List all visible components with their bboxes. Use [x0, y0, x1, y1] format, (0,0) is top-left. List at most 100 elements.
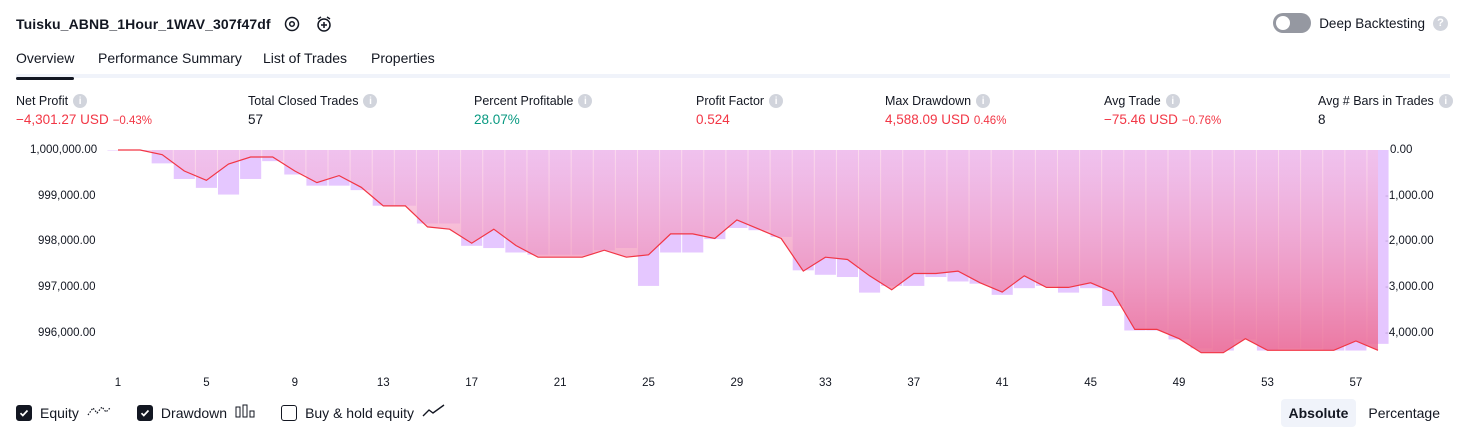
drawdown-bar: [284, 150, 306, 175]
drawdown-bar: [1080, 150, 1102, 289]
checkbox-unchecked-icon: [281, 404, 298, 421]
drawdown-bar: [969, 150, 991, 284]
drawdown-bar: [1190, 150, 1212, 349]
drawdown-bar: [505, 150, 527, 253]
metric-label: Total Closed Trades: [248, 94, 359, 108]
left-axis-tick: 996,000.00: [38, 327, 96, 339]
x-axis-tick: 45: [1084, 377, 1098, 389]
tab-performance-summary[interactable]: Performance Summary: [98, 50, 242, 66]
info-icon[interactable]: i: [769, 94, 784, 108]
buy-hold-checkbox[interactable]: Buy & hold equity: [281, 404, 446, 421]
chart-legend: Equity Drawdown Buy & hold equity: [16, 404, 472, 421]
drawdown-bars-icon: [235, 404, 255, 421]
percentage-button[interactable]: Percentage: [1368, 405, 1440, 421]
drawdown-bar: [593, 150, 615, 251]
drawdown-bar: [726, 150, 748, 228]
drawdown-bar: [350, 150, 372, 191]
drawdown-bar: [1256, 150, 1279, 351]
metric-value: −75.46 USD: [1104, 112, 1178, 127]
drawdown-bar: [416, 150, 439, 224]
metric-value: 8: [1318, 112, 1326, 127]
help-icon[interactable]: ?: [1433, 15, 1448, 31]
drawdown-bar: [881, 150, 903, 286]
drawdown-bar: [1124, 150, 1146, 331]
drawdown-bar: [1168, 150, 1190, 340]
drawdown-bar: [1035, 150, 1057, 286]
drawdown-bar: [1013, 150, 1035, 289]
drawdown-bar: [836, 150, 859, 278]
drawdown-bar: [682, 150, 704, 253]
x-axis-tick: 53: [1261, 377, 1274, 389]
scale-toggle: Absolute Percentage: [1280, 399, 1449, 427]
checkbox-checked-icon: [16, 404, 32, 421]
info-icon[interactable]: i: [73, 94, 88, 108]
x-axis-tick: 13: [376, 377, 390, 389]
drawdown-bar: [107, 150, 129, 151]
equity-checkbox[interactable]: Equity: [16, 404, 111, 421]
metric-net-profit: Net Profit i −4,301.27 USD −0.43%: [16, 94, 152, 127]
x-axis-tick: 5: [203, 377, 210, 389]
metric-max-drawdown: Max Drawdown i 4,588.09 USD 0.46%: [885, 94, 1006, 127]
drawdown-bar: [571, 150, 593, 255]
drawdown-bar: [1146, 150, 1168, 331]
metric-label: Max Drawdown: [885, 94, 972, 108]
drawdown-bar: [461, 150, 483, 246]
add-alert-icon[interactable]: [313, 13, 335, 35]
metric-percent: 0.46%: [973, 115, 1007, 127]
drawdown-bar: [372, 150, 394, 206]
drawdown-bar: [151, 150, 173, 164]
right-axis-tick: -1,000.00: [1385, 190, 1434, 202]
deep-backtesting: Deep Backtesting ?: [1273, 13, 1448, 33]
metric-label: Avg # Bars in Trades: [1318, 94, 1434, 108]
drawdown-bar: [1301, 150, 1323, 349]
drawdown-bar: [1345, 150, 1367, 351]
drawdown-bar: [925, 150, 947, 278]
drawdown-bar: [903, 150, 925, 286]
drawdown-bar: [748, 150, 770, 231]
metric-percent: −0.43%: [112, 115, 153, 127]
info-icon[interactable]: i: [1165, 94, 1180, 108]
drawdown-bar: [1057, 150, 1080, 293]
drawdown-checkbox[interactable]: Drawdown: [136, 404, 255, 421]
left-axis-tick: 997,000.00: [38, 281, 96, 293]
x-axis-tick: 25: [642, 377, 655, 389]
metric-value: 4,588.09 USD: [885, 112, 970, 127]
metric-percent: −0.76%: [1181, 115, 1222, 127]
x-axis-tick: 37: [907, 377, 921, 389]
x-axis-tick: 1: [114, 377, 122, 389]
tab-overview[interactable]: Overview: [16, 50, 75, 80]
x-axis-tick: 17: [465, 377, 479, 389]
right-axis-tick: -2,000.00: [1385, 235, 1434, 247]
metric-avg-bars: Avg # Bars in Trades i 8: [1318, 94, 1453, 127]
drawdown-bar: [1279, 150, 1301, 349]
drawdown-bar: [859, 150, 881, 293]
drawdown-bar: [1323, 150, 1345, 351]
absolute-button[interactable]: Absolute: [1280, 399, 1357, 427]
info-icon[interactable]: i: [578, 94, 593, 108]
left-axis-tick: 1,000,000.00: [30, 144, 98, 156]
drawdown-bar: [527, 150, 549, 255]
x-axis-tick: 21: [553, 377, 567, 389]
right-axis-tick: -4,000.00: [1385, 327, 1434, 339]
tab-list-of-trades[interactable]: List of Trades: [263, 50, 348, 66]
metric-value: 28.07%: [474, 112, 520, 127]
info-icon[interactable]: i: [363, 94, 378, 108]
drawdown-bar: [195, 150, 217, 188]
metric-label: Net Profit: [16, 94, 69, 108]
drawdown-bar: [991, 150, 1013, 295]
deep-backtesting-toggle[interactable]: [1273, 13, 1312, 33]
info-icon[interactable]: i: [1438, 94, 1453, 108]
drawdown-bar: [1234, 150, 1256, 340]
right-axis-tick: 0.00: [1390, 144, 1413, 156]
left-axis-tick: 999,000.00: [38, 190, 96, 202]
tab-properties[interactable]: Properties: [371, 50, 435, 66]
drawdown-bar: [947, 150, 969, 282]
checkbox-checked-icon: [136, 404, 153, 421]
metric-total-closed-trades: Total Closed Trades i 57: [248, 94, 378, 127]
settings-gear-icon[interactable]: [281, 13, 303, 35]
info-icon[interactable]: i: [976, 94, 991, 108]
drawdown-bar: [1102, 150, 1124, 306]
drawdown-bar: [549, 150, 571, 255]
x-axis-tick: 33: [818, 377, 832, 389]
x-axis-tick: 9: [291, 377, 299, 389]
